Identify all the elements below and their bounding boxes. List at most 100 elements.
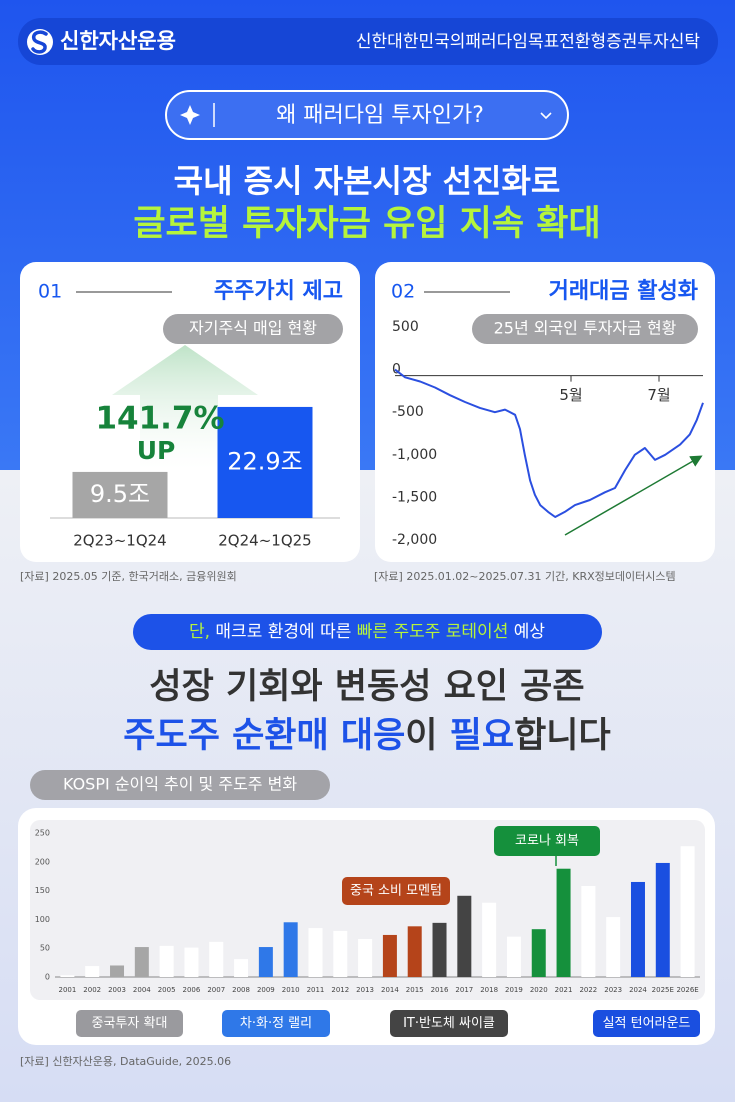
bar [72, 471, 168, 518]
value-label: 9.5조 [90, 480, 150, 508]
source: [자료] 신한자산운용, DataGuide, 2025.06 [20, 1055, 231, 1068]
subtitle-pill [472, 314, 698, 344]
header-bar [18, 18, 718, 65]
bar [432, 922, 447, 977]
bar [283, 922, 298, 977]
annotation-box [494, 826, 600, 856]
bar [680, 846, 695, 977]
annotation: 141.7% [95, 401, 224, 437]
headline2-line1: 성장 기회와 변동성 요인 공존 [149, 667, 584, 707]
bar [134, 947, 149, 977]
bar [655, 862, 670, 977]
bar [159, 945, 174, 977]
x-tick-label: 2013 [356, 986, 374, 994]
annotation-box [390, 1010, 508, 1037]
bar [209, 941, 224, 977]
bar [581, 885, 596, 977]
bar [457, 895, 472, 977]
line [394, 368, 704, 518]
x-tick-label: 2020 [530, 986, 548, 994]
y-tick-label: -500 [392, 404, 424, 420]
bar [258, 947, 273, 977]
y-tick-label: -1,000 [392, 447, 437, 463]
y-tick-label: 0 [45, 973, 50, 982]
x-tick-label: 2011 [307, 986, 325, 994]
question-pill[interactable] [165, 90, 569, 140]
x-tick-label: 2021 [555, 986, 573, 994]
bar [382, 934, 397, 977]
bar [407, 926, 422, 977]
annotation: 중국 소비 모멘텀 [350, 884, 442, 899]
notice-text: 매크로 환경에 따른 [210, 622, 357, 642]
bar [482, 902, 497, 977]
x-tick-label: 5월 [559, 386, 582, 404]
bar [234, 959, 249, 977]
bar [531, 929, 546, 977]
card-title: 거래대금 활성화 [549, 279, 698, 304]
subtitle-pill [163, 314, 343, 344]
notice: 단, 매크로 환경에 따른 빠른 주도주 로테이션 예상 [189, 622, 545, 642]
annotation-box [342, 877, 450, 905]
headline2-line2: 주도주 순환매 대응이 필요합니다 [123, 716, 610, 756]
x-tick-label: 2019 [505, 986, 523, 994]
trend-arrow [564, 455, 703, 536]
x-tick-label: 2014 [381, 986, 399, 994]
notice-pill [133, 614, 602, 650]
y-tick-label: -2,000 [392, 532, 437, 548]
x-tick-label: 2003 [108, 986, 126, 994]
x-tick-label: 2005 [158, 986, 176, 994]
x-tick-label: 7월 [647, 386, 670, 404]
card-subtitle: 자기주식 매입 현황 [189, 319, 317, 338]
y-tick-label: 150 [35, 886, 50, 895]
product-name: 신한대한민국의패러다임목표전환형증권투자신탁 [356, 32, 700, 52]
bar [506, 936, 521, 977]
x-tick-label: 2004 [133, 986, 151, 994]
card-title: 주주가치 제고 [214, 279, 343, 304]
annotation: 차·화·정 랠리 [240, 1016, 312, 1031]
x-tick-label: 2007 [207, 986, 225, 994]
headline2-part: 주도주 순환매 대응 [123, 716, 405, 756]
y-tick-label: 200 [35, 857, 50, 866]
x-tick-label: 2025E [652, 986, 674, 994]
bar [333, 930, 348, 977]
x-tick-label: 2026E [676, 986, 698, 994]
annotation: 중국투자 확대 [92, 1016, 168, 1031]
headline2-part: 필요 [450, 716, 514, 756]
notice-prefix: 단, [189, 622, 210, 642]
bar [606, 917, 621, 977]
notice-text: 예상 [508, 622, 545, 642]
bar [110, 965, 125, 977]
chevron [540, 112, 552, 120]
x-tick-label: 2Q24~1Q25 [218, 532, 311, 550]
y-tick-label: 500 [392, 319, 419, 335]
annotation: UP [137, 436, 176, 465]
x-tick-label: 2008 [232, 986, 250, 994]
card-number: 02 [391, 281, 415, 303]
annotation: 코로나 회복 [515, 834, 579, 849]
question: 왜 패러다임 투자인가? [276, 103, 484, 128]
kospi-pill [30, 770, 330, 800]
annotation-box [593, 1010, 700, 1037]
value-label: 22.9조 [227, 447, 303, 475]
x-tick-label: 2002 [83, 986, 101, 994]
headline2-part: 이 [405, 716, 449, 756]
x-tick-label: 2018 [480, 986, 498, 994]
x-tick-label: 2016 [431, 986, 449, 994]
bar [60, 975, 75, 977]
card [375, 262, 715, 562]
x-tick-label: 2015 [406, 986, 424, 994]
bar [217, 406, 313, 518]
headline-line1: 국내 증시 자본시장 선진화로 [174, 162, 561, 200]
y-tick-label: -1,500 [392, 489, 437, 505]
annotation-box [76, 1010, 183, 1037]
notice-highlight: 빠른 주도주 로테이션 [357, 622, 509, 642]
y-tick-label: 50 [40, 944, 50, 953]
x-tick-label: 2010 [282, 986, 300, 994]
x-tick-label: 2006 [183, 986, 201, 994]
logo-mark [31, 30, 48, 54]
bar [85, 966, 100, 977]
annotation: IT·반도체 싸이클 [403, 1016, 495, 1031]
x-tick-label: 2023 [604, 986, 622, 994]
y-tick-label: 250 [35, 829, 50, 838]
